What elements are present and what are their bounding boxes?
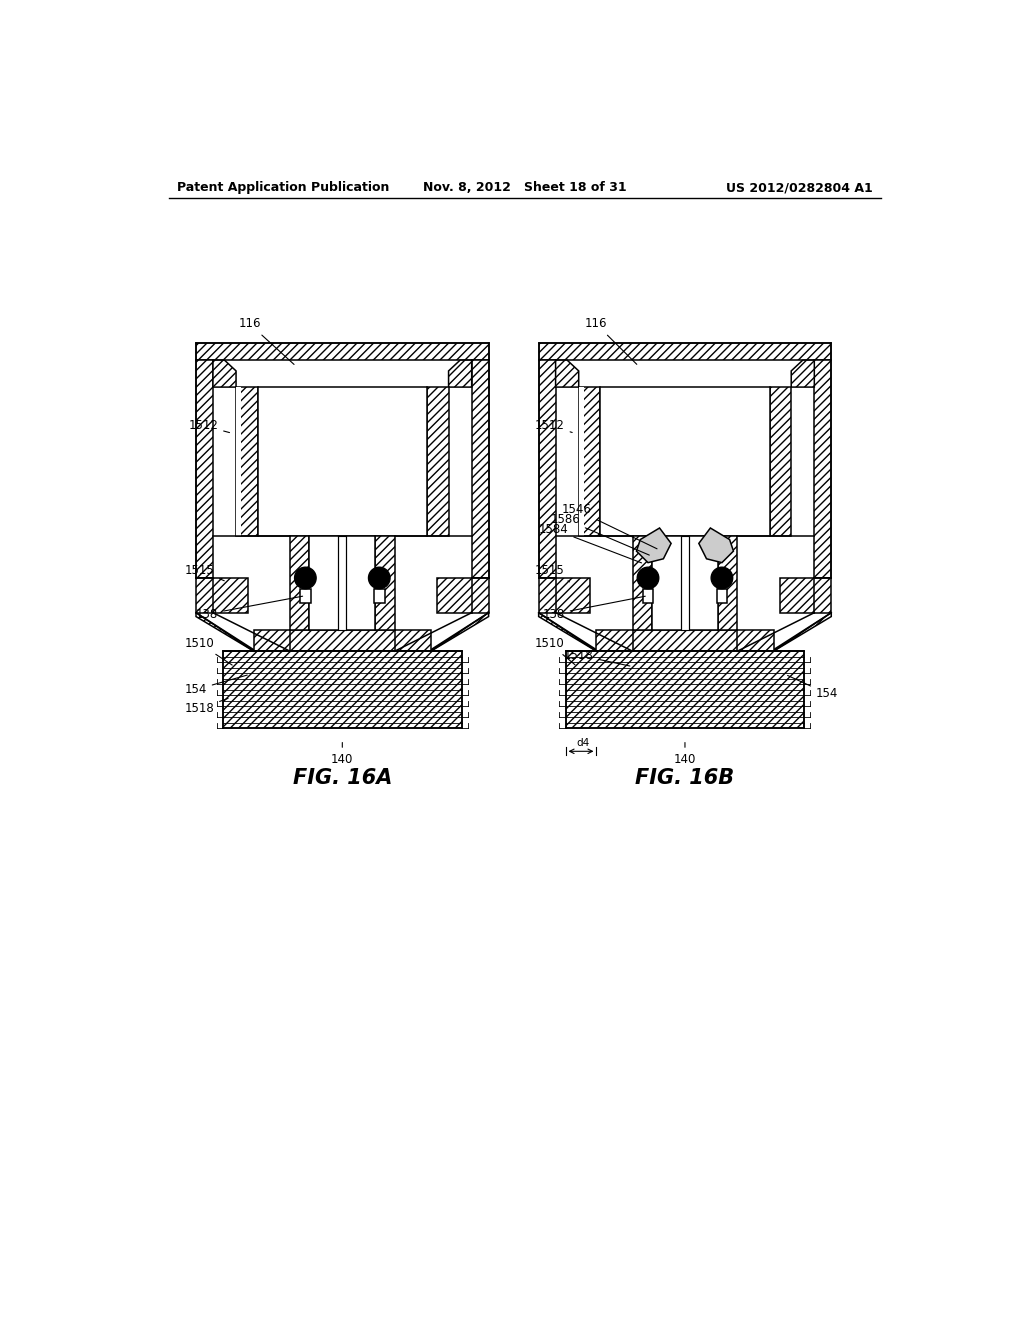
- Bar: [196, 360, 213, 578]
- Bar: [600, 387, 770, 536]
- Text: 1586: 1586: [550, 512, 649, 556]
- Bar: [196, 343, 488, 360]
- Bar: [718, 536, 737, 630]
- Bar: [196, 578, 248, 612]
- Bar: [237, 387, 242, 536]
- Bar: [472, 360, 488, 578]
- Bar: [652, 536, 718, 630]
- Bar: [539, 578, 590, 612]
- Text: FIG. 16B: FIG. 16B: [636, 768, 734, 788]
- Bar: [437, 578, 488, 612]
- Text: 140: 140: [331, 743, 353, 766]
- Circle shape: [295, 568, 316, 589]
- Bar: [539, 360, 556, 578]
- Bar: [779, 578, 831, 612]
- Bar: [633, 536, 652, 630]
- Bar: [472, 360, 488, 578]
- Text: 1510: 1510: [184, 638, 232, 665]
- Polygon shape: [449, 360, 472, 387]
- Polygon shape: [556, 360, 579, 387]
- Bar: [579, 387, 600, 536]
- Bar: [223, 651, 462, 729]
- Bar: [196, 360, 213, 578]
- Circle shape: [711, 568, 733, 589]
- Polygon shape: [698, 528, 733, 562]
- Bar: [237, 387, 258, 536]
- Text: d4: d4: [577, 738, 590, 748]
- Bar: [814, 360, 831, 578]
- Bar: [376, 536, 394, 630]
- Bar: [374, 589, 385, 603]
- Bar: [254, 630, 431, 651]
- Polygon shape: [637, 528, 671, 562]
- Text: 1584: 1584: [539, 523, 642, 562]
- Bar: [223, 651, 462, 729]
- Bar: [376, 536, 394, 630]
- Text: 1546: 1546: [562, 503, 657, 549]
- Bar: [681, 536, 689, 630]
- Bar: [196, 578, 248, 612]
- Bar: [339, 536, 346, 630]
- Bar: [770, 387, 792, 536]
- Polygon shape: [539, 612, 599, 651]
- Bar: [427, 387, 449, 536]
- Bar: [539, 343, 831, 360]
- Polygon shape: [429, 612, 488, 651]
- Text: 138: 138: [196, 597, 303, 620]
- Text: 1518: 1518: [563, 648, 630, 667]
- Bar: [643, 589, 653, 603]
- Text: 154: 154: [787, 676, 839, 700]
- Bar: [579, 387, 600, 536]
- Polygon shape: [196, 612, 256, 651]
- Polygon shape: [792, 360, 814, 387]
- Text: 116: 116: [239, 317, 294, 364]
- Text: 154: 154: [184, 675, 247, 696]
- Text: US 2012/0282804 A1: US 2012/0282804 A1: [726, 181, 872, 194]
- Polygon shape: [213, 360, 237, 387]
- Text: 1510: 1510: [535, 638, 575, 665]
- Bar: [196, 343, 488, 360]
- Bar: [254, 630, 431, 651]
- Bar: [596, 630, 773, 651]
- Bar: [237, 387, 258, 536]
- Text: 116: 116: [585, 317, 637, 364]
- Circle shape: [369, 568, 390, 589]
- Bar: [717, 589, 727, 603]
- Bar: [290, 536, 309, 630]
- Bar: [309, 536, 376, 630]
- Bar: [596, 630, 773, 651]
- Bar: [437, 578, 488, 612]
- Bar: [814, 360, 831, 578]
- Bar: [565, 651, 804, 729]
- Bar: [258, 387, 427, 536]
- Text: Nov. 8, 2012   Sheet 18 of 31: Nov. 8, 2012 Sheet 18 of 31: [423, 181, 627, 194]
- Bar: [633, 536, 652, 630]
- Polygon shape: [771, 612, 831, 651]
- Text: 140: 140: [674, 743, 696, 766]
- Text: Patent Application Publication: Patent Application Publication: [177, 181, 389, 194]
- Bar: [427, 387, 449, 536]
- Bar: [718, 536, 737, 630]
- Text: 138: 138: [543, 597, 645, 620]
- Text: 1515: 1515: [184, 564, 224, 581]
- Bar: [539, 360, 556, 578]
- Bar: [770, 387, 792, 536]
- Bar: [565, 651, 804, 729]
- Bar: [300, 589, 310, 603]
- Text: FIG. 16A: FIG. 16A: [293, 768, 392, 788]
- Bar: [539, 343, 831, 360]
- Text: 1515: 1515: [535, 564, 569, 582]
- Text: 1512: 1512: [188, 418, 229, 433]
- Text: 1512: 1512: [535, 418, 572, 433]
- Bar: [539, 578, 590, 612]
- Bar: [290, 536, 309, 630]
- Bar: [779, 578, 831, 612]
- Circle shape: [637, 568, 658, 589]
- Text: 1518: 1518: [184, 698, 228, 715]
- Bar: [579, 387, 584, 536]
